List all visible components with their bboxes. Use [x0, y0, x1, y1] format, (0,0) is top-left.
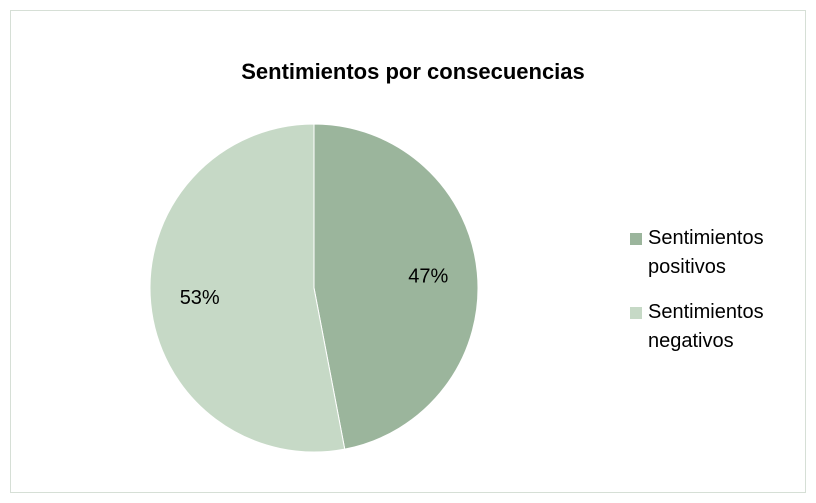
chart-title: Sentimientos por consecuencias	[241, 59, 585, 84]
legend-swatch	[630, 233, 642, 245]
data-label: 47%	[408, 265, 448, 287]
legend-label: Sentimientos positivos	[648, 227, 764, 278]
pie-slice	[313, 123, 479, 450]
legend-label: Sentimientos negativos	[648, 301, 764, 352]
legend-swatch	[630, 307, 642, 319]
data-label: 53%	[180, 287, 220, 309]
pie-slice	[149, 123, 346, 453]
